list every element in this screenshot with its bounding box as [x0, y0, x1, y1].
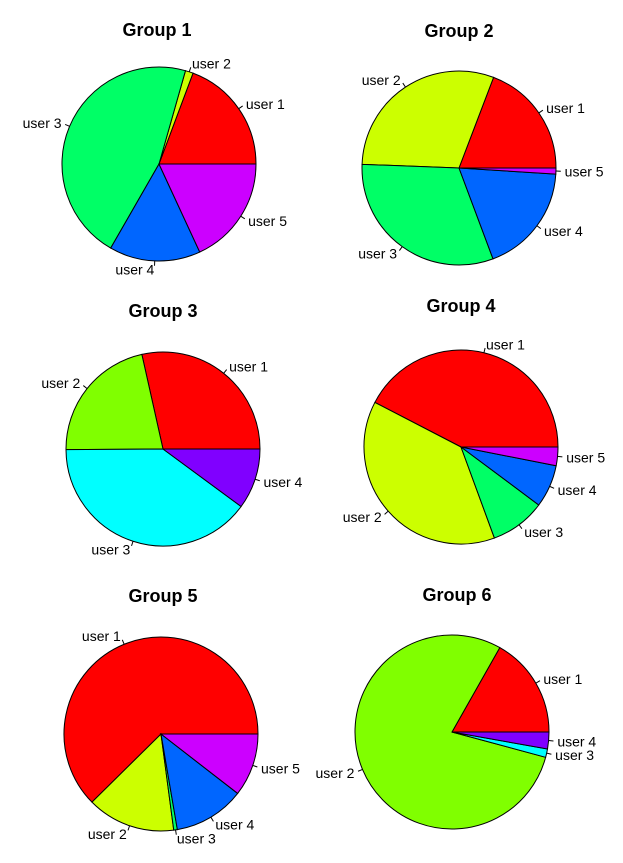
label-tick: [398, 246, 403, 251]
slice-label: user 3: [358, 246, 397, 262]
label-tick: [238, 105, 243, 110]
slice-label: user 2: [362, 72, 401, 88]
slice-label: user 1: [229, 358, 268, 374]
label-tick: [402, 82, 406, 88]
slice-label: user 1: [546, 100, 585, 116]
slice-label: user 4: [215, 817, 254, 833]
slice-label: user 4: [115, 262, 154, 278]
pie-slice: [451, 646, 550, 733]
slice-label: user 1: [486, 336, 525, 352]
label-tick: [127, 825, 131, 831]
pie-title: Group 1: [122, 20, 191, 40]
slice-label: user 5: [566, 449, 605, 465]
label-tick: [64, 123, 70, 127]
label-tick: [175, 829, 177, 835]
slice-label: user 4: [558, 482, 597, 498]
pie-slice: [63, 636, 259, 803]
pie-group-4: Group 4 user 1 user 2 user 3 user 4 user 5: [343, 296, 605, 545]
pie-slice: [109, 162, 201, 262]
slice-label: user 3: [177, 831, 216, 847]
pie-slice: [161, 448, 261, 508]
slice-label: user 4: [263, 474, 302, 490]
pie-slice: [354, 634, 547, 830]
label-tick: [210, 816, 214, 822]
slice-label: user 2: [192, 56, 231, 72]
pie-group-1: Group 1 user 1 user 2 user 3 user 4 user 5: [23, 20, 288, 278]
label-tick: [535, 680, 541, 684]
pie-slice: [141, 351, 261, 450]
pie-slice: [158, 72, 257, 165]
pie-slice: [458, 76, 557, 169]
slice-label: user 3: [91, 542, 130, 558]
label-tick: [538, 109, 544, 114]
pie-slice: [363, 401, 496, 545]
slice-label: user 1: [82, 628, 121, 644]
pie-slice: [91, 732, 175, 832]
pie-slice: [61, 66, 187, 249]
label-tick: [188, 67, 192, 72]
label-tick: [240, 215, 246, 220]
pie-slice: [160, 732, 239, 831]
pie-slice: [65, 353, 164, 451]
label-tick: [384, 510, 389, 515]
pie-title: Group 4: [426, 296, 495, 316]
slice-label: user 5: [248, 213, 287, 229]
label-tick: [546, 752, 552, 755]
slice-label: user 4: [544, 223, 583, 239]
label-tick: [131, 541, 134, 547]
label-tick: [82, 385, 88, 389]
slice-label: user 2: [88, 826, 127, 842]
pie-slice: [361, 70, 495, 169]
pie-title: Group 5: [128, 586, 197, 606]
slice-label: user 4: [557, 733, 596, 749]
pie-group-2: Group 2 user 1 user 2 user 3 user 4 user 5: [358, 21, 604, 266]
label-tick: [518, 524, 523, 529]
slice-label: user 3: [555, 747, 594, 763]
pie-title: Group 2: [424, 21, 493, 41]
slice-label: user 5: [261, 760, 300, 776]
label-tick: [549, 485, 555, 489]
slice-label: user 2: [316, 765, 355, 781]
slice-label: user 1: [246, 96, 285, 112]
slice-label: user 2: [41, 375, 80, 391]
slice-label: user 3: [23, 115, 62, 131]
label-tick: [255, 478, 260, 482]
slice-label: user 2: [343, 509, 382, 525]
label-tick: [536, 225, 542, 230]
slice-label: user 1: [543, 671, 582, 687]
label-tick: [252, 764, 258, 768]
label-tick: [223, 369, 228, 374]
pie-group-3: Group 3 user 1 user 2 user 3 user 4: [41, 301, 302, 558]
label-tick: [121, 639, 125, 645]
label-tick: [357, 768, 363, 772]
slice-label: user 5: [565, 163, 604, 179]
pie-title: Group 6: [422, 585, 491, 605]
label-tick: [483, 347, 486, 353]
slice-label: user 3: [524, 524, 563, 540]
pie-title: Group 3: [128, 301, 197, 321]
